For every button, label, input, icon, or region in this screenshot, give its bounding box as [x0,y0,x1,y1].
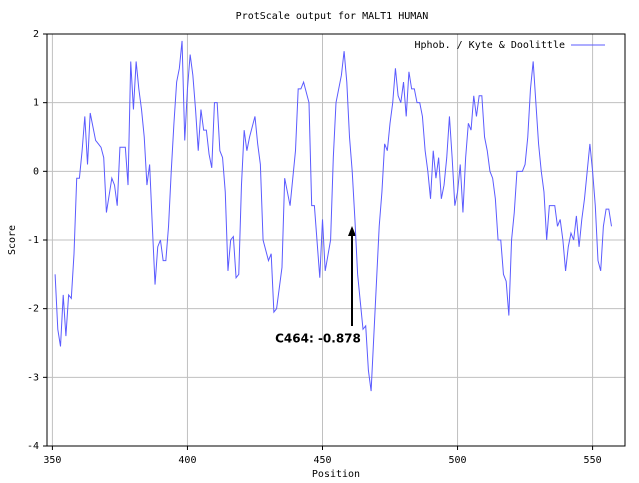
x-tick-label: 450 [313,455,331,466]
legend: Hphob. / Kyte & Doolittle [414,40,605,51]
x-axis-label: Position [312,469,360,480]
x-tick-label: 400 [178,455,196,466]
annotation-arrowhead [348,226,356,236]
y-tick-label: 0 [33,166,39,177]
grid [47,33,625,447]
x-tick-label: 500 [449,455,467,466]
y-tick-label: -1 [27,235,39,246]
x-tick-label: 550 [584,455,602,466]
annotation: C464: -0.878 [275,332,361,346]
y-axis-label: Score [7,225,18,255]
x-tick-label: 350 [43,455,61,466]
y-tick-label: 2 [33,29,39,40]
data-line [54,40,612,392]
y-tick-label: -3 [27,372,39,383]
chart-title: ProtScale output for MALT1 HUMAN [236,11,429,22]
legend-label: Hphob. / Kyte & Doolittle [414,40,565,51]
y-tick-label: 1 [33,98,39,109]
y-tick-label: -2 [27,304,39,315]
y-tick-label: -4 [27,441,39,452]
